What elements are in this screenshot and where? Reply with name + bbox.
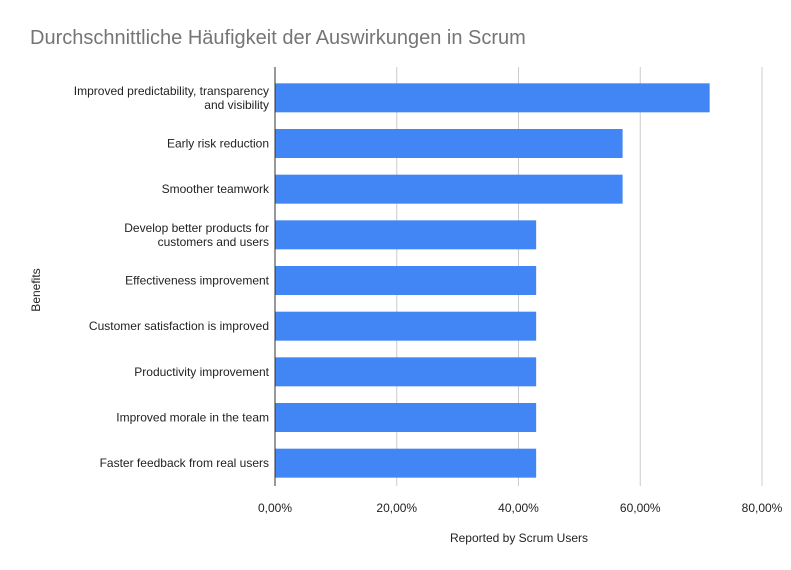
bar <box>275 129 623 158</box>
bar <box>275 311 537 341</box>
x-tick-label: 0,00% <box>258 501 292 515</box>
category-label: Improved morale in the team <box>116 411 269 425</box>
bar <box>275 448 537 478</box>
x-tick-label: 20,00% <box>376 501 417 515</box>
bar <box>275 403 537 432</box>
category-label: customers and users <box>158 235 269 249</box>
category-label: Early risk reduction <box>167 137 269 151</box>
bar <box>275 83 710 113</box>
chart-title: Durchschnittliche Häufigkeit der Auswirk… <box>30 27 526 49</box>
category-label: Effectiveness improvement <box>125 274 270 288</box>
category-label: Faster feedback from real users <box>100 456 269 470</box>
x-tick-label: 60,00% <box>620 501 661 515</box>
category-label: and visibility <box>204 98 269 112</box>
category-label: Smoother teamwork <box>162 182 270 196</box>
category-label: Customer satisfaction is improved <box>89 319 269 333</box>
x-tick-label: 40,00% <box>498 501 539 515</box>
bar <box>275 220 537 250</box>
category-label: Improved predictability, transparency <box>74 84 269 98</box>
bar <box>275 266 537 295</box>
category-label: Develop better products for <box>124 221 269 235</box>
category-label: Productivity improvement <box>134 365 269 379</box>
y-axis-title: Benefits <box>29 268 43 311</box>
bar <box>275 357 537 387</box>
x-tick-label: 80,00% <box>742 501 783 515</box>
bar <box>275 174 623 204</box>
x-axis-title: Reported by Scrum Users <box>450 531 588 545</box>
